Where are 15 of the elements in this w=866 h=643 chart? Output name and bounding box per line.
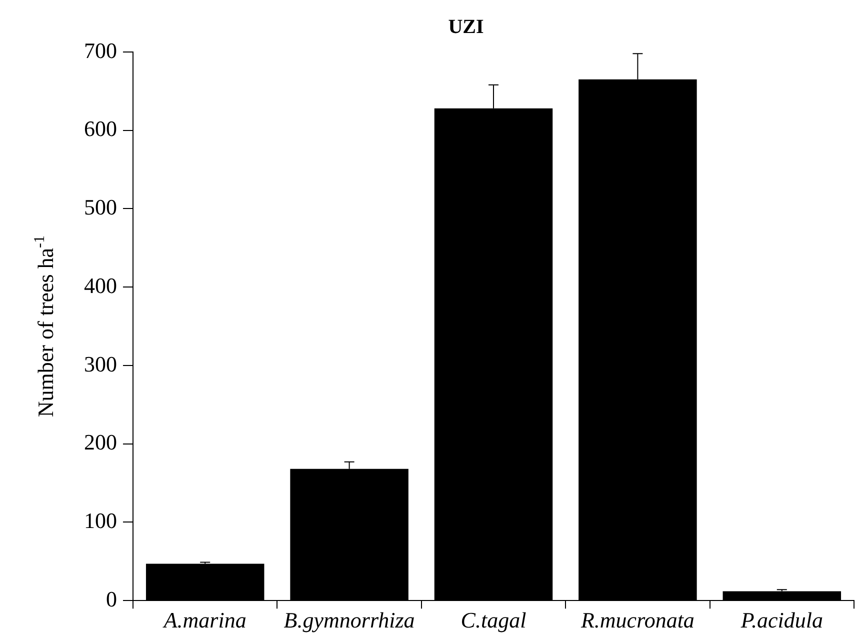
y-tick-label: 300 — [84, 351, 117, 376]
y-tick-label: 700 — [84, 38, 117, 63]
y-tick-label: 200 — [84, 430, 117, 455]
y-axis-title: Number of trees ha-1 — [32, 235, 58, 418]
y-tick-label: 400 — [84, 272, 117, 298]
y-tick-label: 500 — [84, 194, 117, 220]
y-tick-label: 600 — [84, 116, 117, 142]
y-tick-label: 0 — [106, 586, 117, 612]
y-tick-label: 100 — [84, 508, 117, 534]
x-tick-label: C.tagal — [460, 608, 526, 633]
x-tick-label: B.gymnorrhiza — [284, 608, 415, 633]
x-tick-label: P.acidula — [740, 608, 823, 633]
x-tick-label: A.marina — [162, 608, 246, 633]
chart-title: UZI — [448, 16, 484, 38]
x-tick-label: R.mucronata — [580, 608, 694, 633]
